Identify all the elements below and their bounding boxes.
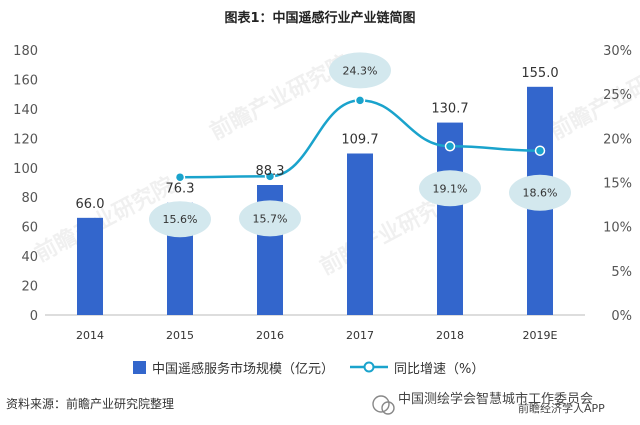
bar-value-label: 109.7 (341, 132, 378, 147)
x-tick: 2015 (166, 329, 194, 342)
growth-value-label: 15.6% (163, 213, 198, 226)
y-right-tick: 10% (603, 221, 632, 236)
legend-line-marker (363, 361, 375, 373)
watermark-app: 前瞻经济学人APP (518, 402, 605, 415)
growth-label-bubble (149, 201, 211, 238)
watermark-channel: 中国测绘学会智慧城市工作委员会 (398, 392, 594, 407)
y-left-tick: 40 (21, 250, 38, 265)
y-left-tick: 120 (13, 132, 38, 147)
bar-value-label: 155.0 (521, 66, 558, 81)
legend-bar-label: 中国遥感服务市场规模（亿元） (152, 361, 334, 377)
growth-line (174, 95, 546, 183)
wechat-watermark-icon (372, 395, 395, 415)
y-left-tick: 140 (13, 103, 38, 118)
growth-label-bubble (419, 170, 481, 207)
growth-point (264, 171, 276, 182)
x-tick: 2017 (346, 329, 374, 342)
y-right-tick: 20% (603, 132, 632, 147)
source-note: 资料来源：前瞻产业研究院整理 (6, 397, 175, 411)
growth-point (354, 95, 366, 106)
chart-title: 图表1：中国遥感行业产业链简图 (224, 10, 415, 26)
bar (437, 122, 463, 315)
growth-value-label: 18.6% (523, 187, 558, 200)
y-left-tick: 100 (13, 162, 38, 177)
x-tick: 2014 (76, 329, 104, 342)
y-left-tick: 160 (13, 73, 38, 88)
growth-label-bubble (329, 52, 391, 89)
x-tick: 2016 (256, 329, 284, 342)
y-right-tick: 30% (603, 44, 632, 59)
bar-value-label: 88.3 (256, 164, 285, 179)
growth-point (534, 145, 546, 156)
bar-value-label: 76.3 (166, 182, 195, 197)
y-left-tick: 0 (30, 309, 38, 324)
growth-value-label: 19.1% (433, 182, 468, 195)
bar-value-label: 130.7 (431, 102, 468, 117)
y-left-tick: 180 (13, 44, 38, 59)
data-labels: 66.0 76.3 88.3 109.7 130.7 155.0 15.6% 15.7% 24.… (76, 52, 571, 238)
x-tick: 2019E (523, 329, 558, 342)
y-left-tick: 60 (21, 221, 38, 236)
bar (77, 217, 103, 315)
x-tick: 2018 (436, 329, 464, 342)
growth-point (174, 171, 186, 183)
growth-label-bubble (509, 174, 571, 211)
y-right-tick: 5% (611, 265, 632, 280)
y-left-tick: 80 (21, 191, 38, 206)
growth-point (444, 141, 456, 152)
growth-value-label: 24.3% (343, 64, 378, 77)
y-left-tick: 20 (21, 280, 38, 295)
legend: 中国遥感服务市场规模（亿元） 同比增速（%） (133, 361, 484, 377)
legend-line-label: 同比增速（%） (394, 362, 484, 377)
y-right-tick: 25% (603, 88, 632, 103)
bar-value-label: 66.0 (76, 197, 105, 212)
growth-label-bubble (239, 200, 301, 237)
y-right-tick: 0% (611, 309, 632, 324)
y-right-tick: 15% (603, 177, 632, 192)
growth-value-label: 15.7% (253, 212, 288, 225)
legend-bar-swatch (133, 361, 146, 374)
bar (347, 153, 373, 315)
